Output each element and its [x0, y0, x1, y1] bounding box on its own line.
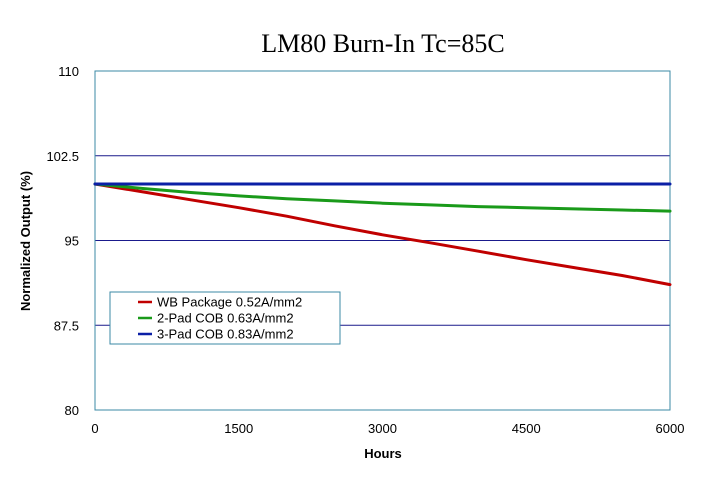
y-axis-label: Normalized Output (%): [18, 171, 33, 311]
y-tick-label: 87.5: [54, 318, 79, 333]
x-tick-label: 3000: [368, 421, 397, 436]
legend-label-2: 2-Pad COB 0.63A/mm2: [157, 311, 294, 326]
plot-area-frame: [94, 70, 671, 411]
legend-label-3: 3-Pad COB 0.83A/mm2: [157, 327, 294, 342]
legend-label-1: WB Package 0.52A/mm2: [157, 295, 302, 310]
y-tick-label: 80: [65, 403, 79, 418]
x-tick-label: 1500: [224, 421, 253, 436]
y-tick-label: 95: [65, 234, 79, 249]
series-line-1: [93, 182, 672, 287]
series-line-2: [93, 182, 672, 213]
y-tick-labels: 80 87.5 95 102.5 110: [46, 64, 79, 418]
y-tick-label: 110: [58, 64, 79, 79]
chart-title: LM80 Burn-In Tc=85C: [261, 29, 504, 58]
data-series: [93, 182, 672, 287]
x-tick-labels: 0 1500 3000 4500 6000: [91, 421, 684, 436]
x-tick-label: 4500: [512, 421, 541, 436]
x-tick-label: 6000: [656, 421, 685, 436]
x-tick-label: 0: [91, 421, 98, 436]
x-axis-label: Hours: [364, 446, 402, 461]
y-tick-label: 102.5: [46, 149, 79, 164]
